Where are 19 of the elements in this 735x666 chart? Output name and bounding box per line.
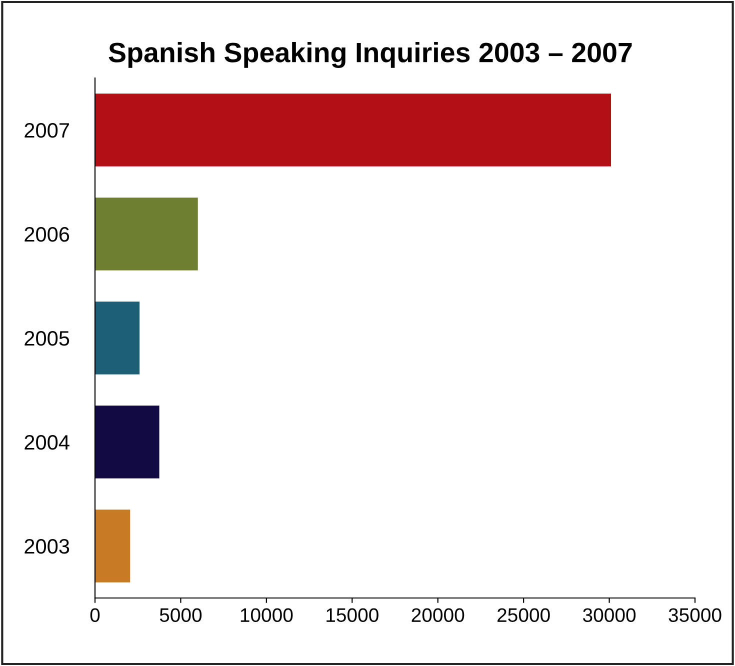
x-tick-label: 10000 <box>240 608 293 622</box>
y-tick-label: 2007 <box>24 123 69 138</box>
x-tick-label: 15000 <box>326 608 378 622</box>
bar <box>95 198 198 270</box>
y-tick-label: 2004 <box>24 435 70 450</box>
x-tick-label: 5000 <box>160 608 202 622</box>
x-tick-label: 25000 <box>498 608 550 622</box>
y-tick-label: 2003 <box>24 539 70 554</box>
chart-title: Spanish Speaking Inquiries 2003 – 2007 <box>108 42 632 68</box>
x-tick-label: 30000 <box>582 608 636 622</box>
y-tick-label: 2005 <box>24 331 70 346</box>
y-tick-label: 2006 <box>24 227 70 242</box>
bar <box>95 406 160 478</box>
bar <box>95 94 611 166</box>
x-tick-label: 0 <box>90 608 100 622</box>
x-tick-label: 20000 <box>412 608 464 622</box>
x-tick-label: 35000 <box>668 608 722 622</box>
bar <box>95 302 140 374</box>
bar <box>95 510 130 582</box>
